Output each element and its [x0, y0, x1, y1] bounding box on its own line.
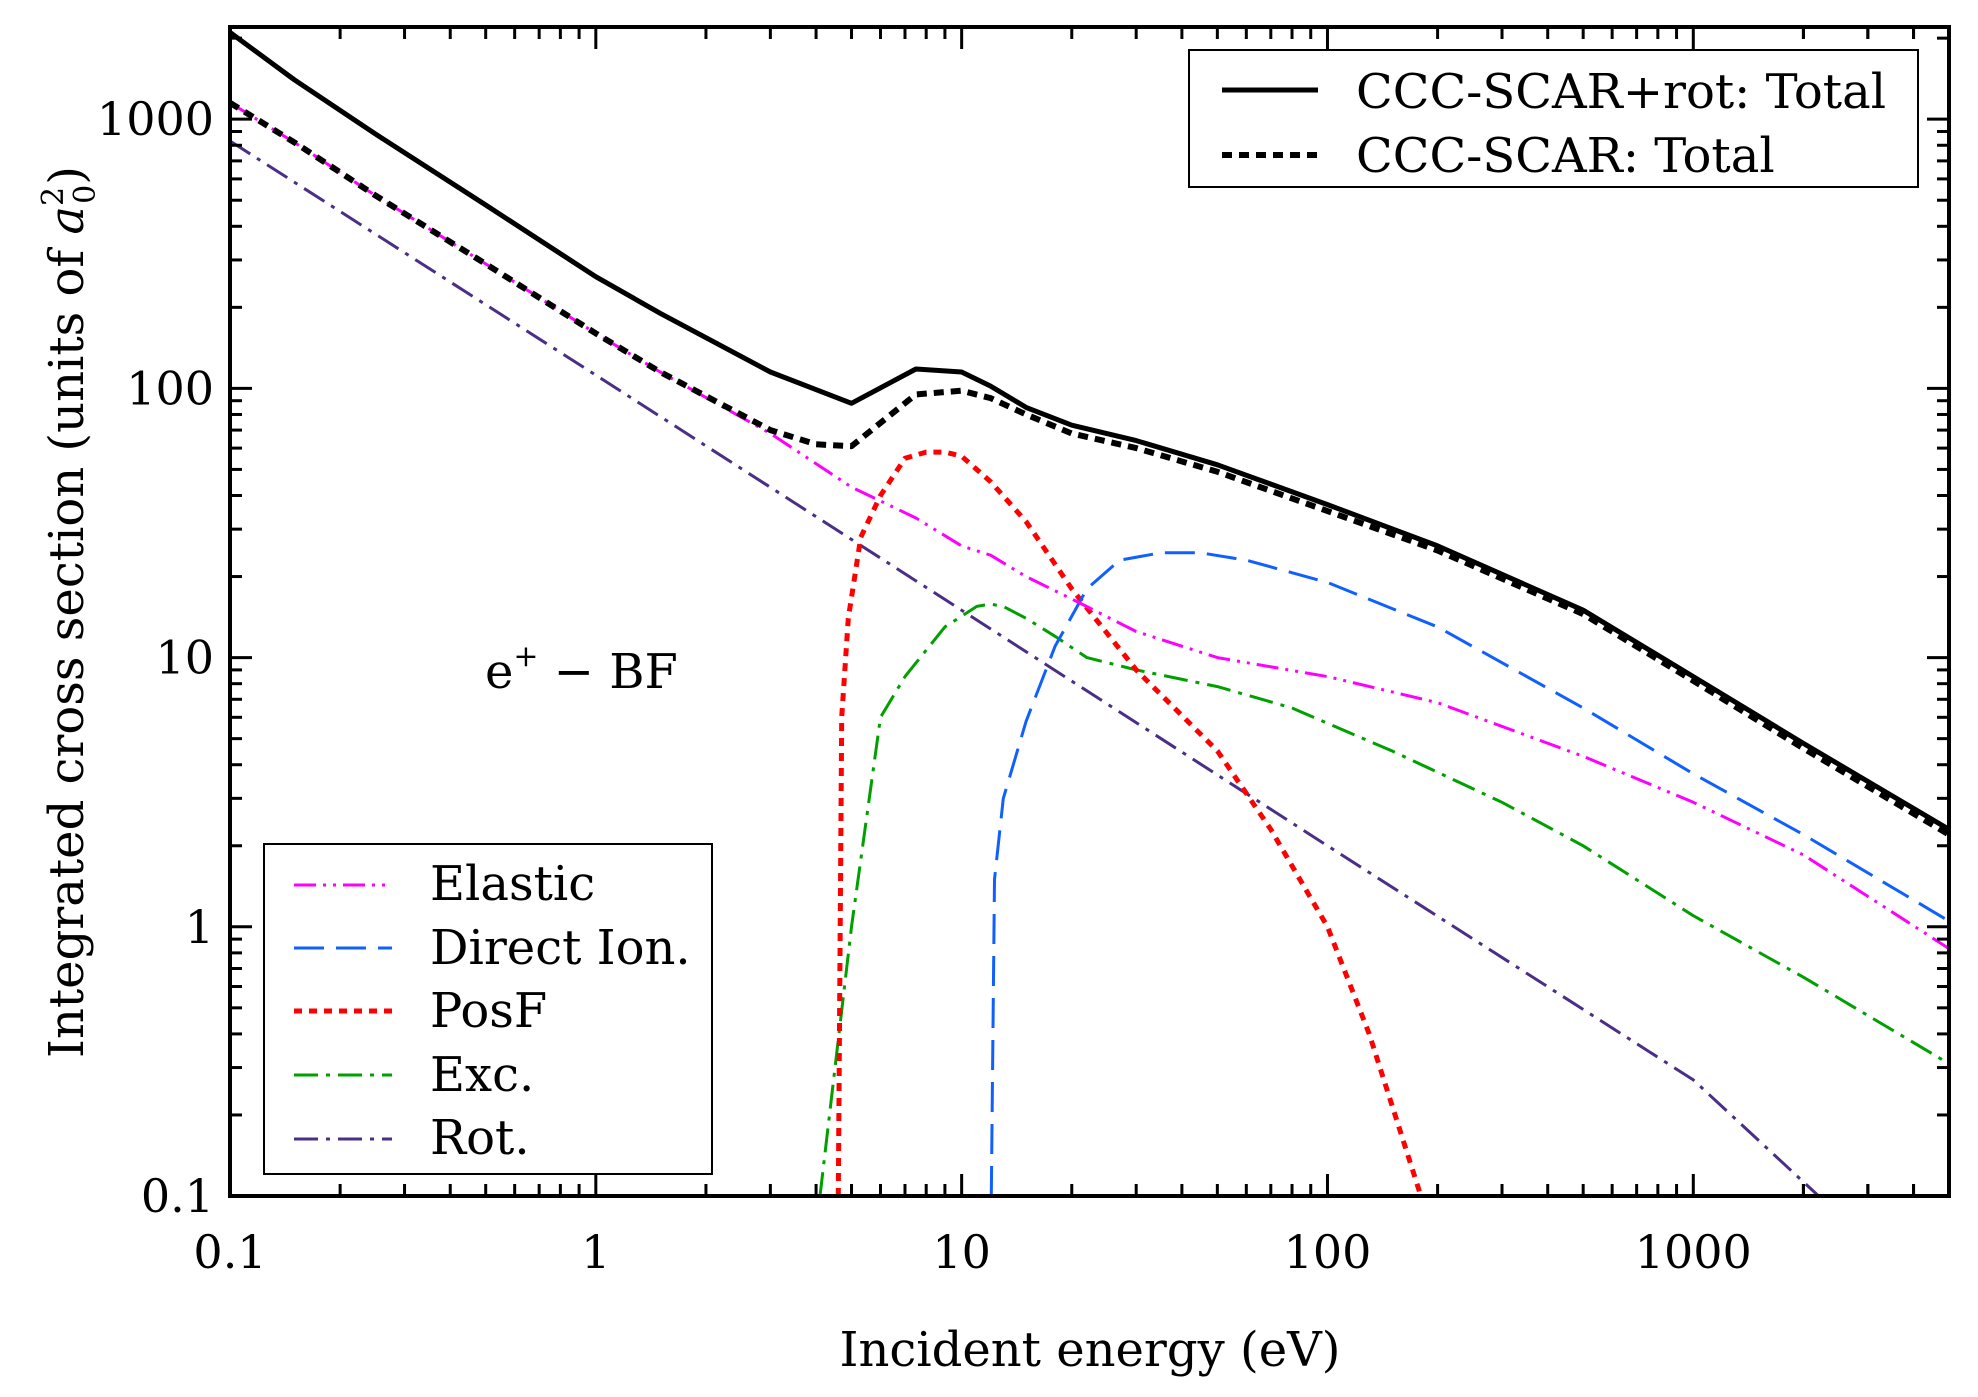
x-tick-label: 10 — [932, 1225, 991, 1279]
y-tick-label: 10 — [155, 631, 214, 685]
legend-bottom-left: Elastic Direct Ion. PosF Exc. Rot. — [263, 843, 713, 1175]
x-tick-label: 1 — [581, 1225, 610, 1279]
x-tick-label: 1000 — [1635, 1225, 1752, 1279]
annotation-rest: − BF — [539, 644, 678, 700]
annotation-e: e — [485, 644, 513, 700]
series-line-ccc-scar-rot-total — [230, 30, 1949, 832]
series-line-direct-ion- — [989, 551, 1949, 1196]
legend-label-elastic: Elastic — [430, 856, 595, 912]
legend-bottom-left-box — [263, 843, 713, 1175]
series-layer — [230, 30, 1949, 1196]
tick-label-layer: 0.1 1 10 100 1000 0.1 1 10 100 1000 — [97, 92, 1752, 1279]
x-tick-label: 100 — [1284, 1225, 1372, 1279]
y-tick-label: 0.1 — [141, 1169, 214, 1223]
y-tick-label: 1 — [185, 900, 214, 954]
y-tick-label: 1000 — [97, 92, 214, 146]
legend-top-right: CCC-SCAR+rot: Total CCC-SCAR: Total — [1188, 49, 1919, 188]
y-axis-title-unit-sup: 2 — [36, 187, 71, 206]
series-line-rot- — [230, 139, 1820, 1196]
annotation-label: e+ − BF — [485, 639, 678, 700]
legend-label-posf: PosF — [430, 983, 547, 1039]
y-axis-title-unit: a — [39, 206, 95, 235]
legend-label-rot: Rot. — [430, 1110, 530, 1166]
legend-label-exc: Exc. — [430, 1047, 534, 1103]
legend-top-right-box — [1188, 49, 1919, 188]
y-axis-title-unit-sub: 0 — [68, 185, 103, 204]
legend-label-total-rot: CCC-SCAR+rot: Total — [1356, 64, 1886, 120]
y-tick-label: 100 — [126, 361, 214, 415]
plot-frame — [228, 25, 1951, 1198]
series-line-exc- — [818, 602, 1949, 1196]
x-tick-label: 0.1 — [193, 1225, 266, 1279]
series-line-ccc-scar-total — [230, 100, 1949, 838]
series-line-posf — [835, 449, 1424, 1196]
y-axis-title: Integrated cross section (units of a20) — [36, 166, 103, 1058]
legend-label-total: CCC-SCAR: Total — [1356, 128, 1775, 184]
x-axis-title: Incident energy (eV) — [840, 1322, 1341, 1378]
y-axis-title-close: ) — [39, 166, 95, 185]
annotation-sup: + — [513, 639, 538, 674]
legend-label-direct-ion: Direct Ion. — [430, 920, 691, 976]
y-axis-title-main: Integrated cross section (units of — [39, 247, 95, 1058]
